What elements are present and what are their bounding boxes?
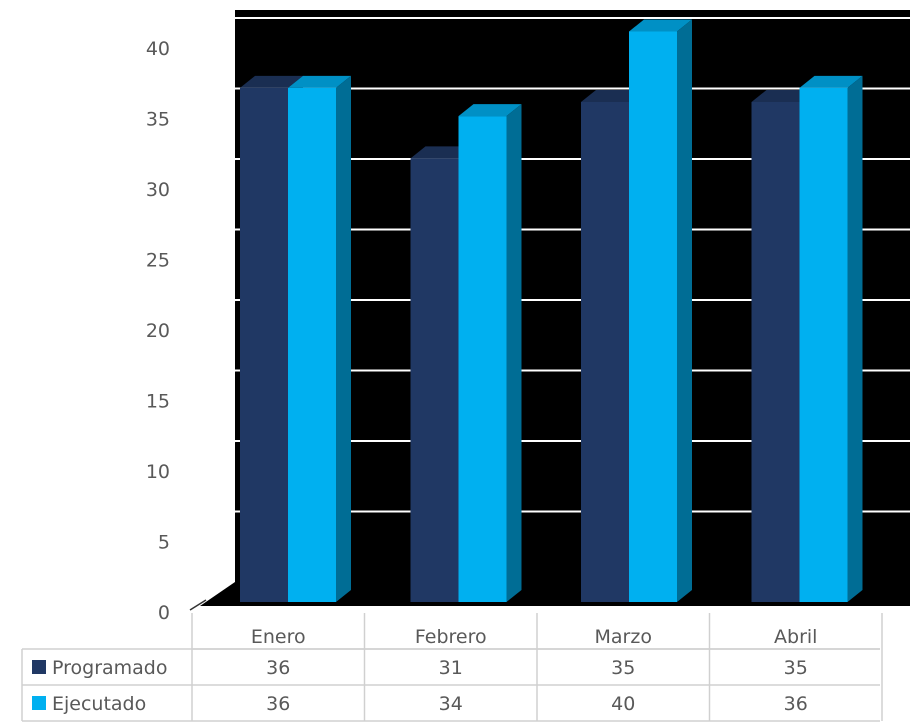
x-tick-label: Abril	[774, 626, 817, 648]
legend-key-ejecutado	[32, 696, 46, 710]
gridline-side	[189, 369, 236, 402]
y-tick-label: 0	[158, 602, 170, 624]
x-tick-label: Febrero	[415, 626, 487, 648]
bar-side	[677, 19, 692, 602]
legend-key-programado	[32, 660, 46, 674]
legend-label-ejecutado: Ejecutado	[52, 693, 146, 715]
data-label: 35	[611, 657, 635, 679]
bar-front	[751, 102, 800, 602]
y-tick-label: 25	[146, 250, 170, 272]
gridline-side	[189, 17, 236, 49]
bar-ejecutado-marzo	[629, 19, 692, 602]
y-tick-label: 35	[146, 109, 170, 131]
bar-ejecutado-abril	[799, 75, 863, 602]
data-label: 36	[266, 693, 290, 715]
axis-base	[189, 599, 207, 611]
y-tick-labels: 0 5 10 15 20 25 30 35 40	[146, 38, 170, 624]
gridline-side	[189, 158, 236, 190]
bar-top	[629, 19, 692, 32]
bar-top	[799, 75, 863, 88]
y-tick-label: 15	[146, 391, 170, 413]
bar-front	[288, 87, 336, 602]
x-tick-label: Marzo	[595, 626, 652, 648]
y-tick-label: 20	[146, 320, 170, 342]
data-label: 36	[266, 657, 290, 679]
gridline-side	[189, 299, 236, 331]
data-label: 35	[784, 657, 808, 679]
gridline-side	[189, 510, 236, 543]
bar-side	[506, 104, 522, 602]
bar-front	[629, 31, 677, 602]
bar-top	[288, 75, 351, 88]
gridline-side	[189, 228, 236, 261]
bar-top	[581, 90, 644, 102]
bar-front	[410, 158, 459, 602]
data-label: 36	[784, 693, 808, 715]
gridline-side	[189, 87, 236, 120]
bar-side	[336, 75, 351, 602]
data-label: 31	[439, 657, 463, 679]
y-tick-label: 40	[146, 38, 170, 60]
y-tick-label: 5	[158, 532, 170, 554]
bar-top	[458, 104, 522, 117]
data-label: 40	[611, 693, 635, 715]
y-tick-label: 30	[146, 179, 170, 201]
gridline-side	[189, 440, 236, 472]
x-tick-label: Enero	[251, 626, 306, 648]
bar-side	[847, 75, 863, 602]
axis-layer	[189, 599, 207, 611]
bar-front	[581, 102, 629, 602]
bars-layer	[240, 19, 863, 602]
bar-front	[458, 116, 507, 602]
y-tick-label: 10	[146, 461, 170, 483]
bar-ejecutado-febrero	[458, 104, 522, 602]
bar-front	[799, 87, 848, 602]
bar-front	[240, 87, 288, 602]
bar-ejecutado-enero	[288, 75, 351, 602]
data-table: Enero Febrero Marzo Abril Programado 36 31 35 35…	[21, 613, 883, 722]
bar-top	[751, 90, 815, 102]
bar-top	[410, 146, 474, 159]
bar-top	[240, 75, 303, 88]
legend-label-programado: Programado	[52, 657, 168, 679]
data-label: 34	[439, 693, 463, 715]
